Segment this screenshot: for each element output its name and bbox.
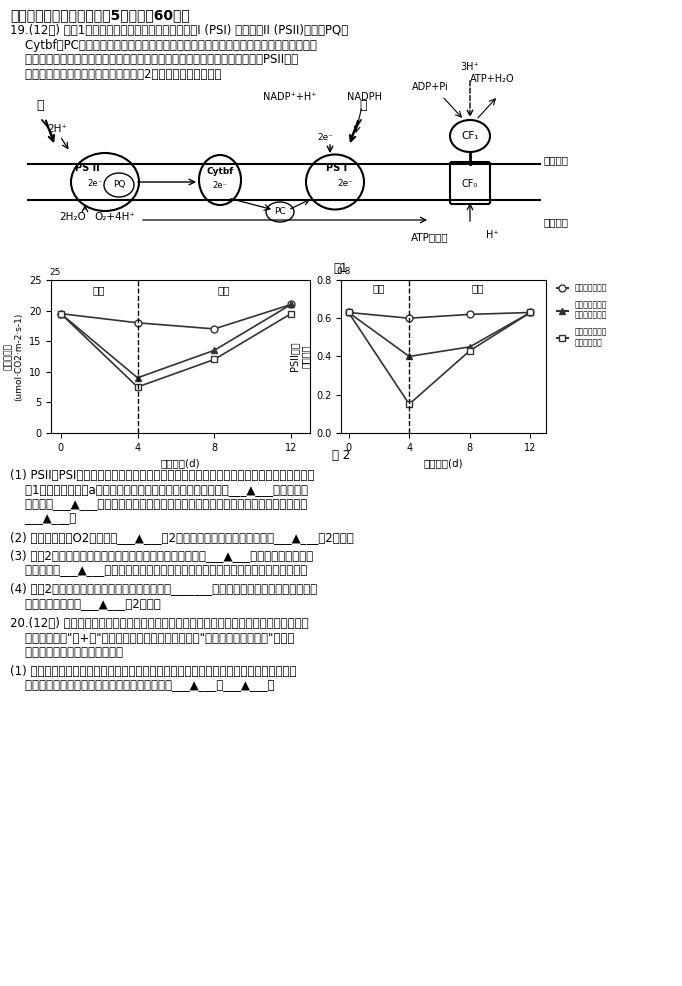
Text: (3) 由图2可知，低温胁迫期番茄幼苗光合速率较低的原因是___▲___；除此以外，低温还: (3) 由图2可知，低温胁迫期番茄幼苗光合速率较低的原因是___▲___；除此以…	[10, 549, 313, 562]
Text: PC: PC	[274, 207, 286, 217]
Text: 19.(12分) 下图1表示的是高等植物叶绿体中的光系统I (PSI) 和光系统II (PSII)，其中PQ、: 19.(12分) 下图1表示的是高等植物叶绿体中的光系统I (PSI) 和光系统…	[10, 24, 349, 37]
Text: 某地创新发展"稻+虾"综合种养的立体生态农业，实现"一田两用、一季双收"，助力: 某地创新发展"稻+虾"综合种养的立体生态农业，实现"一田两用、一季双收"，助力	[10, 632, 295, 645]
Text: (1) PSII和PSI是由蛋白质和光合色素组成的复合物，具有吸收、传递、转化光能的作用。由: (1) PSII和PSI是由蛋白质和光合色素组成的复合物，具有吸收、传递、转化光…	[10, 468, 314, 482]
Text: Cytbf、PC等是膜上的电子传递载体。为探究光照强度在低温弱光胁迫后番茄叶片光合作: Cytbf、PC等是膜上的电子传递载体。为探究光照强度在低温弱光胁迫后番茄叶片光…	[10, 38, 317, 51]
Text: ___▲___。: ___▲___。	[10, 513, 76, 526]
Text: 处理: 处理	[372, 283, 385, 293]
Legend: 一直温室中培养, 低温弱光胁迫后
全光照恢复处理, 低温弱光胁迫后
遮阴恢复处理: 一直温室中培养, 低温弱光胁迫后 全光照恢复处理, 低温弱光胁迫后 遮阴恢复处理	[554, 281, 610, 350]
X-axis label: 处理时间(d): 处理时间(d)	[424, 458, 463, 468]
Text: 3H⁺: 3H⁺	[460, 62, 479, 72]
Text: 2H₂O: 2H₂O	[59, 212, 87, 222]
Text: Cytbf: Cytbf	[207, 168, 234, 176]
Text: 2e⁻: 2e⁻	[337, 179, 353, 188]
Text: 25: 25	[49, 268, 61, 277]
Text: 2e: 2e	[88, 179, 98, 188]
Text: 复，判断的理由是___▲___（2分）。: 复，判断的理由是___▲___（2分）。	[10, 597, 161, 609]
X-axis label: 处理时间(d): 处理时间(d)	[161, 458, 201, 468]
Text: NADP⁺+H⁺: NADP⁺+H⁺	[263, 92, 316, 102]
Text: 20.(12分) 小龙虾有挖洞筑巢的习性，且在稻田中会将土壤里的种子翻出、破坏幼芽生长。: 20.(12分) 小龙虾有挖洞筑巢的习性，且在稻田中会将土壤里的种子翻出、破坏幼…	[10, 617, 309, 630]
Text: ATP合成酶: ATP合成酶	[411, 232, 449, 242]
Text: 处理: 处理	[93, 285, 106, 295]
Text: 图1: 图1	[333, 262, 349, 275]
Text: PQ: PQ	[113, 180, 125, 189]
Y-axis label: 净光合速率
(umol·CO2·m-2·s-1): 净光合速率 (umol·CO2·m-2·s-1)	[4, 313, 23, 400]
Text: (1) 水稻害虫有很多，如稻飞虱类吸取水稻的汁液，象鼻虫啃食水稻的叶片，都会危害水稻: (1) 水稻害虫有很多，如稻飞虱类吸取水稻的汁液，象鼻虫啃食水稻的叶片，都会危害…	[10, 665, 297, 677]
Text: O₂+4H⁺: O₂+4H⁺	[95, 212, 136, 222]
Text: H⁺: H⁺	[486, 230, 499, 240]
Text: 可通过影响___▲___，使光合作用两个阶段的各反应速率降低，进而降低净光合速率。: 可通过影响___▲___，使光合作用两个阶段的各反应速率降低，进而降低净光合速率…	[10, 564, 308, 577]
Text: 类囊体膜: 类囊体膜	[543, 155, 568, 165]
Text: 三、非选择题：本部分包括5题，共计60分。: 三、非选择题：本部分包括5题，共计60分。	[10, 8, 190, 22]
Text: 用恢复中的作用，科研人员分别检测低温弱光胁迫处理和随后恢复期番茄叶片PSII电子: 用恢复中的作用，科研人员分别检测低温弱光胁迫处理和随后恢复期番茄叶片PSII电子	[10, 53, 298, 66]
Text: 0.8: 0.8	[337, 267, 351, 276]
Text: 图 2: 图 2	[332, 449, 350, 461]
Text: 传递效率和净光合速率，实验结果如图2所示。回答下列问题：: 传递效率和净光合速率，实验结果如图2所示。回答下列问题：	[10, 67, 222, 81]
Text: PS I: PS I	[327, 163, 348, 173]
Text: CF₀: CF₀	[462, 179, 478, 189]
Text: 2e⁻: 2e⁻	[213, 181, 227, 190]
Text: 群众经济收入。回答下列问题：: 群众经济收入。回答下列问题：	[10, 647, 123, 660]
Y-axis label: PSII电子
传递效率: PSII电子 传递效率	[288, 341, 310, 371]
Text: (4) 由图2可知，低温弱光胁迫后的恢复期内给予_______的光照更有利于番茄光合作用的恢: (4) 由图2可知，低温弱光胁迫后的恢复期内给予_______的光照更有利于番茄…	[10, 583, 317, 596]
Text: 图1可知，在叶绿素a启动的电子传递过程中，电子的最初供体是___▲___，电子的最: 图1可知，在叶绿素a启动的电子传递过程中，电子的最初供体是___▲___，电子的…	[10, 483, 308, 496]
Text: (2) 光反应产生的O2的去向是___▲___（2分）。图中用于暗反应的物质有___▲___（2分）。: (2) 光反应产生的O2的去向是___▲___（2分）。图中用于暗反应的物质有_…	[10, 530, 354, 544]
Text: 2e⁻: 2e⁻	[317, 133, 333, 142]
Text: PS II: PS II	[75, 163, 100, 173]
Text: NADPH: NADPH	[348, 92, 383, 102]
Text: 2H⁺: 2H⁺	[47, 124, 67, 134]
Text: 恢复: 恢复	[218, 285, 230, 295]
Text: ATP+H₂O: ATP+H₂O	[470, 74, 514, 84]
Text: 类囊体腔: 类囊体腔	[543, 217, 568, 227]
Text: 光: 光	[36, 99, 44, 112]
Text: 光: 光	[359, 99, 367, 112]
Text: 的生长。上述两类害虫与水稻的种间关系分别是___▲___、___▲___。: 的生长。上述两类害虫与水稻的种间关系分别是___▲___、___▲___。	[10, 679, 274, 692]
Text: 恢复: 恢复	[471, 283, 484, 293]
Text: ADP+Pi: ADP+Pi	[412, 82, 448, 92]
Text: CF₁: CF₁	[461, 131, 479, 141]
Text: 终受体是___▲___。经类囊体薄膜上的电子传递过程，光合色素捕获的光能最终转化为: 终受体是___▲___。经类囊体薄膜上的电子传递过程，光合色素捕获的光能最终转化…	[10, 498, 308, 511]
Text: ⁻: ⁻	[97, 180, 101, 186]
